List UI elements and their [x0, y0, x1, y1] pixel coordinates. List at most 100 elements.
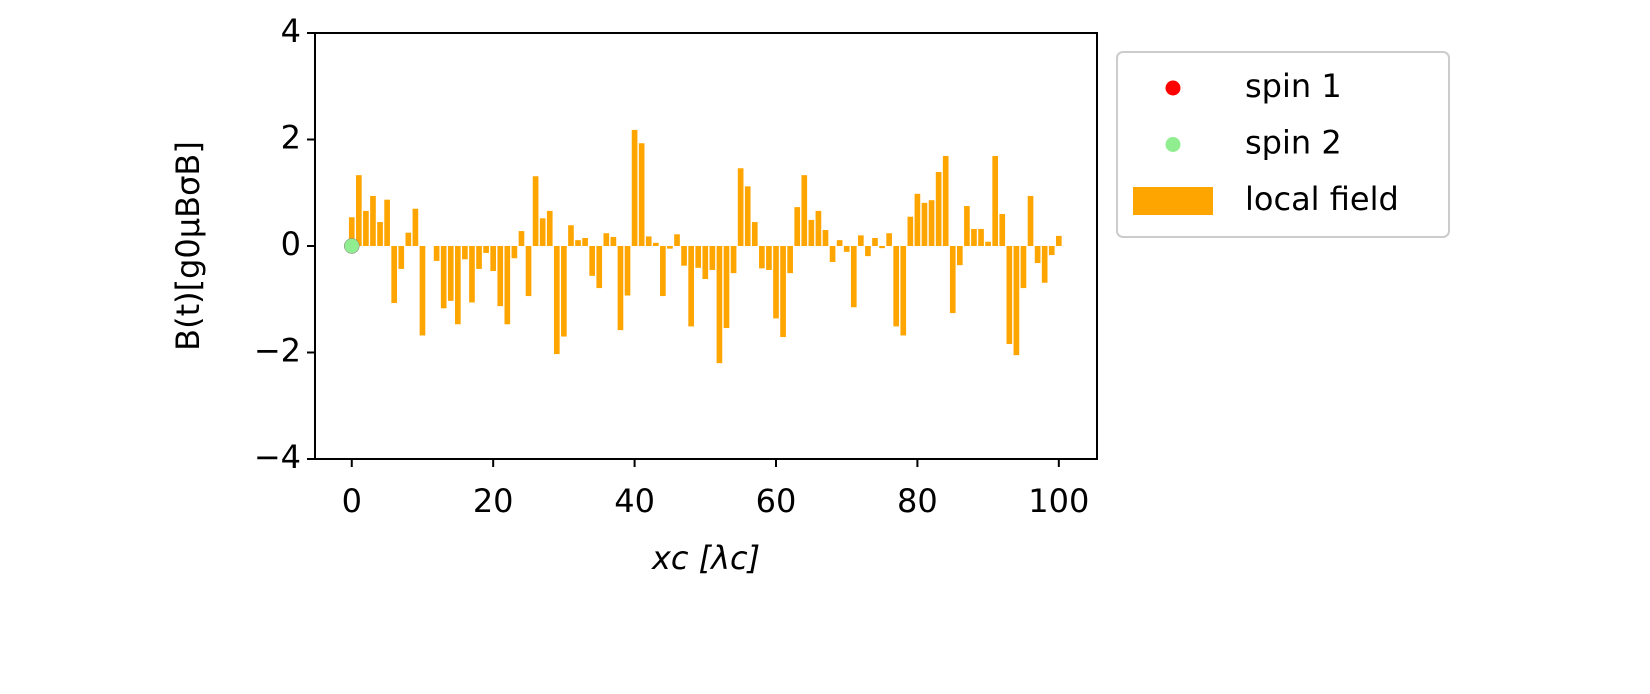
bar [348, 217, 355, 246]
x-tick-label: 40 [614, 482, 655, 520]
bar [744, 186, 751, 246]
legend-label: local field [1245, 180, 1399, 218]
bar [1027, 195, 1034, 246]
bar [377, 222, 383, 246]
bar [384, 199, 390, 246]
bar [398, 246, 405, 269]
bar [992, 156, 999, 246]
y-tick-label: 2 [281, 119, 301, 157]
bar [999, 214, 1006, 246]
y-axis-label: B(t)[g0μBσB] [169, 141, 207, 351]
bar [1006, 246, 1013, 344]
bar [900, 246, 907, 336]
bar [469, 246, 475, 303]
bar [886, 233, 892, 246]
y-tick-label: −4 [254, 438, 301, 476]
legend-marker [1165, 80, 1181, 96]
bar [858, 235, 864, 246]
bar [391, 246, 398, 303]
bar [631, 129, 638, 246]
bar [504, 246, 511, 325]
legend-label: spin 1 [1245, 67, 1342, 105]
bar [695, 246, 702, 268]
bar [702, 246, 709, 280]
y-tick-label: −2 [254, 332, 301, 370]
bar [525, 246, 532, 297]
bar [836, 240, 843, 246]
bar [454, 246, 461, 325]
bar [822, 230, 829, 246]
bar [518, 231, 525, 246]
bar [759, 246, 765, 269]
x-tick-label: 20 [473, 482, 514, 520]
bar [688, 246, 694, 327]
bar [780, 246, 786, 338]
scatter-point [344, 238, 360, 254]
bar [645, 236, 652, 246]
bar [681, 246, 687, 266]
bar [440, 246, 447, 309]
bar [638, 143, 645, 246]
bar [1013, 246, 1020, 356]
x-tick-label: 60 [756, 482, 797, 520]
bar [603, 233, 610, 246]
bar [730, 246, 737, 274]
x-tick-label: 100 [1028, 482, 1089, 520]
bar [433, 246, 440, 261]
bar [985, 241, 991, 246]
bar [723, 246, 730, 329]
bar [1055, 235, 1062, 246]
bar [709, 246, 716, 270]
bar [957, 246, 963, 266]
bar [497, 246, 504, 307]
bar [872, 238, 878, 246]
bar [1041, 246, 1048, 283]
bar [667, 246, 673, 249]
bar [419, 246, 426, 336]
x-axis-label: xc [λc] [651, 539, 760, 577]
bar [490, 246, 497, 272]
bar [914, 193, 921, 246]
legend-label: spin 2 [1245, 124, 1342, 162]
bar [773, 246, 779, 319]
bar [447, 246, 454, 301]
bar [1020, 246, 1027, 289]
bar [412, 208, 419, 246]
x-tick-label: 0 [342, 482, 362, 520]
y-tick-label: 0 [281, 225, 301, 263]
bar [476, 246, 482, 269]
bar [787, 246, 793, 274]
bar [511, 246, 518, 259]
bar [751, 222, 758, 246]
bar [935, 171, 942, 246]
bar [949, 246, 956, 314]
bar [843, 246, 850, 252]
bar [582, 238, 588, 246]
legend-swatch [1133, 187, 1213, 215]
bar [928, 200, 935, 246]
bar [942, 156, 949, 246]
bar [850, 246, 857, 308]
bar [589, 246, 595, 276]
x-tick-label: 80 [897, 482, 938, 520]
bar [532, 176, 539, 246]
bar [363, 210, 369, 246]
bar [405, 232, 412, 246]
bar [865, 246, 871, 257]
bar [794, 207, 801, 246]
bar [766, 246, 772, 270]
bar [553, 246, 560, 355]
y-tick-label: 4 [281, 12, 301, 50]
bar [539, 218, 546, 246]
bar [462, 246, 468, 260]
bar [546, 210, 553, 246]
bar [356, 175, 362, 246]
bar [483, 246, 489, 253]
bar [893, 246, 900, 327]
bar [617, 246, 624, 331]
bar [652, 242, 659, 246]
bar [921, 202, 928, 246]
bar [815, 210, 822, 246]
bar [596, 246, 603, 289]
